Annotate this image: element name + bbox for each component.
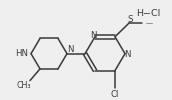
Text: HN: HN: [15, 49, 29, 58]
Text: N: N: [67, 45, 73, 54]
Text: —: —: [145, 20, 153, 26]
Text: CH₃: CH₃: [17, 81, 31, 90]
Text: N: N: [90, 31, 96, 40]
Text: Cl: Cl: [111, 90, 119, 99]
Text: S: S: [127, 15, 133, 24]
Text: N: N: [124, 50, 130, 59]
Text: H−Cl: H−Cl: [136, 9, 160, 18]
